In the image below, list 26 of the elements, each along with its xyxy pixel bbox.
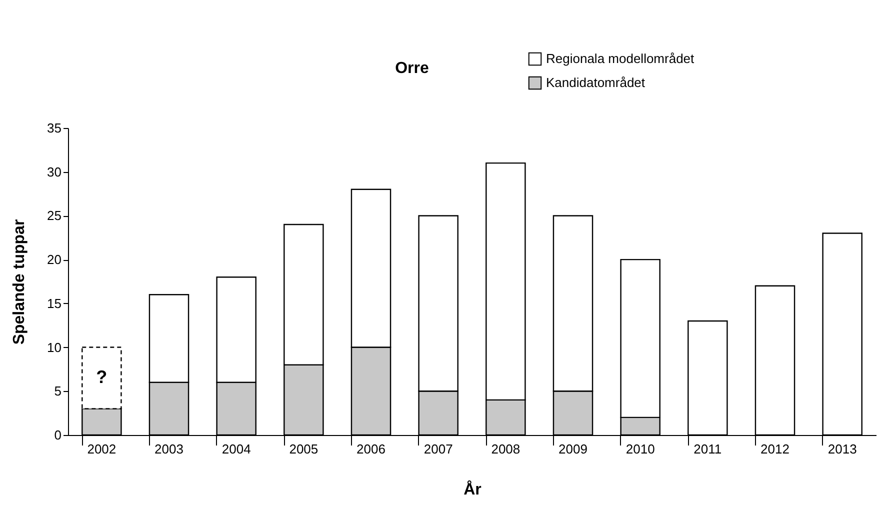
x-tick-label: 2002 — [87, 442, 116, 456]
x-tick-label: 2011 — [694, 442, 722, 456]
y-tick-label: 25 — [47, 208, 62, 224]
x-tick-label: 2008 — [491, 442, 520, 456]
y-tick-label: 35 — [47, 120, 62, 136]
x-tick-label: 2005 — [289, 442, 318, 456]
y-tick-label: 5 — [54, 384, 62, 399]
x-tick-label: 2004 — [222, 442, 251, 456]
x-tick-label: 2010 — [626, 442, 655, 456]
x-tick-label: 2012 — [760, 442, 790, 456]
y-tick-label: 30 — [47, 164, 62, 180]
x-tick-label: 2009 — [558, 442, 588, 456]
x-tick-label: 2003 — [154, 442, 184, 456]
x-tick-label: 2006 — [356, 442, 386, 456]
x-tick-label: 2007 — [424, 442, 453, 456]
chart-title: Orre — [395, 60, 429, 77]
y-tick-label: 10 — [47, 340, 62, 355]
y-tick-label: 0 — [54, 428, 62, 442]
annotation: ? — [96, 366, 108, 387]
y-axis-title: Spelande tuppar — [11, 219, 28, 345]
legend-label: Regionala modellområdet — [546, 51, 695, 66]
x-axis-title: År — [464, 480, 482, 498]
y-tick-label: 20 — [47, 252, 62, 268]
legend-label: Kandidatområdet — [546, 75, 646, 90]
y-tick-label: 15 — [47, 296, 62, 311]
x-tick-label: 2013 — [828, 442, 857, 456]
